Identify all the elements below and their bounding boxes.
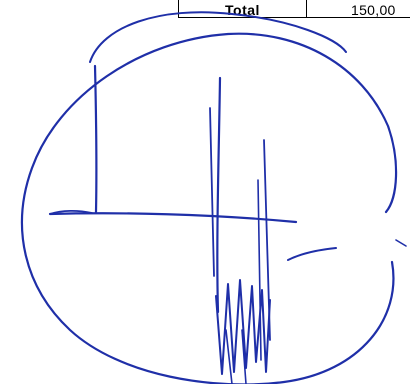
right-tick-stroke (395, 239, 407, 247)
circle-stroke (20, 32, 398, 384)
total-value: 150,00 (351, 2, 396, 18)
horizontal-stroke (48, 212, 298, 224)
zigzag-2-stroke (225, 329, 247, 384)
right-vertical-2-stroke (257, 179, 262, 361)
second-vertical-stroke (209, 107, 215, 277)
main-vertical-stroke (216, 76, 222, 314)
ink-strokes (20, 11, 407, 384)
left-vertical-stroke (93, 64, 98, 214)
total-value-cell: 150,00 (307, 0, 410, 18)
horizontal-hook-stroke (49, 209, 93, 215)
top-arc-stroke (89, 11, 347, 63)
right-dash-stroke (287, 247, 337, 261)
zigzag-stroke (215, 279, 271, 375)
